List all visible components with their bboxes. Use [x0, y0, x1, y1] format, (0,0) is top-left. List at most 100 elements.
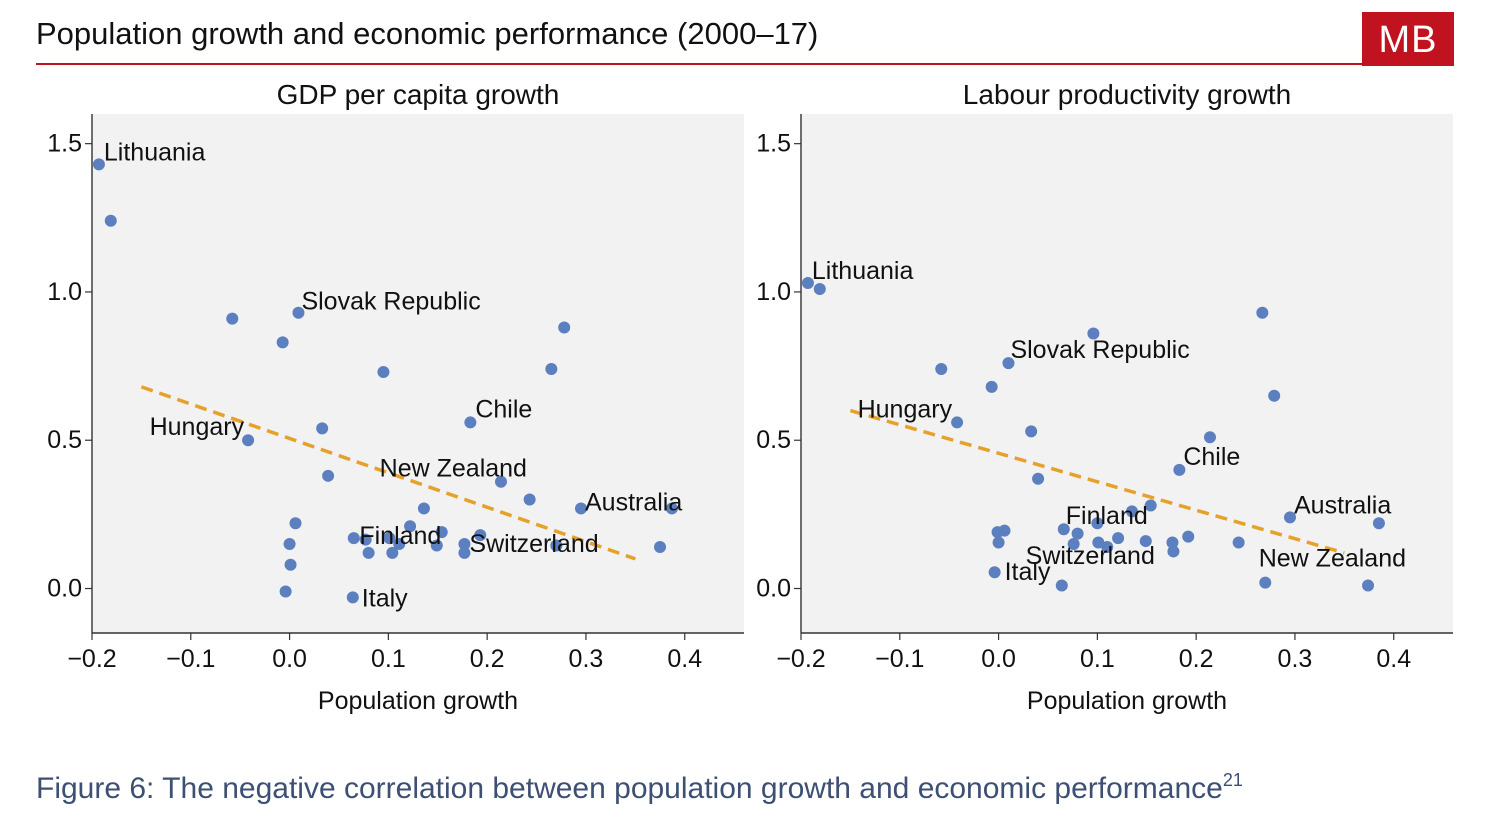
- data-point: [435, 526, 448, 539]
- data-point: [1144, 499, 1157, 512]
- trend-line: [849, 408, 1345, 555]
- data-point: [998, 524, 1011, 537]
- data-point: [1071, 527, 1084, 540]
- point-label: Australia: [1294, 491, 1391, 519]
- data-point: [992, 536, 1005, 549]
- data-point: [1087, 327, 1100, 340]
- data-point: [1259, 576, 1272, 589]
- x-tick-label: 0.0: [981, 645, 1016, 673]
- data-point: [494, 475, 507, 488]
- data-point: [474, 529, 487, 542]
- data-point: [1372, 517, 1385, 530]
- data-point: [1091, 517, 1104, 530]
- y-tick-label: 0.0: [756, 575, 791, 603]
- x-axis-title: Population growth: [1027, 687, 1227, 715]
- data-point: [1182, 530, 1195, 543]
- plot-background: [801, 114, 1453, 633]
- data-point: [1268, 389, 1281, 402]
- x-tick-label: 0.4: [667, 645, 702, 673]
- x-tick-label: 0.3: [569, 645, 604, 673]
- data-point: [417, 502, 430, 515]
- charts-area: −0.2 −0.1 0.0 0.1 0.2 0.3 0.4 0.0 0.5 1.0 1.5 GDP p…: [47, 79, 1453, 715]
- caption-text: Figure 6: The negative correlation betwe…: [36, 772, 1223, 805]
- x-tick-label: 0.3: [1278, 645, 1313, 673]
- data-point: [1067, 538, 1080, 551]
- data-point: [226, 312, 239, 325]
- data-point: [283, 538, 296, 551]
- data-point: [523, 493, 536, 506]
- data-point: [92, 158, 105, 171]
- point-label: Hungary: [858, 395, 953, 423]
- point-label: Lithuania: [812, 257, 914, 285]
- data-point: [464, 416, 477, 429]
- mb-logo: MB: [1362, 12, 1454, 66]
- point-label: Switzerland: [1026, 542, 1155, 570]
- y-tick-label: 1.0: [756, 278, 791, 306]
- y-tick-label: 0.5: [756, 426, 791, 454]
- point-label: Chile: [1183, 443, 1240, 471]
- figure-caption: Figure 6: The negative correlation betwe…: [36, 770, 1243, 806]
- data-point: [813, 282, 826, 295]
- data-point: [383, 532, 396, 545]
- y-tick-label: 1.0: [47, 278, 82, 306]
- plot-background: [92, 114, 744, 633]
- point-label: Slovak Republic: [1010, 336, 1189, 364]
- y-tick-label: 1.5: [47, 130, 82, 158]
- x-axis-title: Population growth: [318, 687, 518, 715]
- data-point: [386, 546, 399, 559]
- data-point: [988, 566, 1001, 579]
- data-point: [1362, 579, 1375, 592]
- title-divider: [36, 63, 1454, 65]
- data-point: [545, 363, 558, 376]
- data-point: [1057, 523, 1070, 536]
- point-label: Italy: [1005, 558, 1051, 586]
- data-point: [1232, 536, 1245, 549]
- point-label: New Zealand: [1259, 545, 1406, 573]
- data-point: [377, 366, 390, 379]
- data-point: [1092, 536, 1105, 549]
- point-label: New Zealand: [380, 455, 527, 483]
- data-point: [1032, 472, 1045, 485]
- chart-title: Labour productivity growth: [963, 79, 1291, 110]
- x-tick-label: −0.2: [67, 645, 116, 673]
- data-point: [1112, 532, 1125, 545]
- data-point: [1101, 540, 1114, 553]
- x-tick-label: 0.2: [470, 645, 505, 673]
- data-point: [801, 277, 814, 290]
- caption-footnote: 21: [1222, 770, 1243, 790]
- point-label: Chile: [475, 395, 532, 423]
- data-point: [1256, 306, 1269, 319]
- data-point: [104, 214, 117, 227]
- point-label: Italy: [362, 584, 408, 612]
- data-point: [284, 558, 297, 571]
- data-point: [654, 540, 667, 553]
- data-point: [1173, 463, 1186, 476]
- trend-line: [140, 385, 636, 561]
- x-tick-label: −0.1: [875, 645, 924, 673]
- x-tick-label: 0.1: [371, 645, 406, 673]
- data-point: [393, 538, 406, 551]
- data-point: [558, 321, 571, 334]
- data-point: [1139, 535, 1152, 548]
- y-tick-label: 0.5: [47, 426, 82, 454]
- x-tick-label: −0.1: [166, 645, 215, 673]
- data-point: [347, 532, 360, 545]
- data-point: [404, 520, 417, 533]
- data-point: [550, 539, 563, 552]
- x-tick-label: 0.1: [1080, 645, 1115, 673]
- data-point: [242, 434, 255, 447]
- page-title: Population growth and economic performan…: [36, 16, 819, 51]
- chart-title: GDP per capita growth: [277, 79, 560, 110]
- data-point: [276, 336, 289, 349]
- data-point: [985, 380, 998, 393]
- y-tick-label: 1.5: [756, 130, 791, 158]
- point-label: Switzerland: [469, 530, 598, 558]
- point-label: Hungary: [150, 413, 245, 441]
- data-point: [951, 416, 964, 429]
- data-point: [458, 546, 471, 559]
- data-point: [1284, 511, 1296, 524]
- point-label: Slovak Republic: [301, 288, 480, 316]
- data-point: [1203, 431, 1216, 444]
- data-point: [359, 533, 372, 546]
- y-tick-label: 0.0: [47, 575, 82, 603]
